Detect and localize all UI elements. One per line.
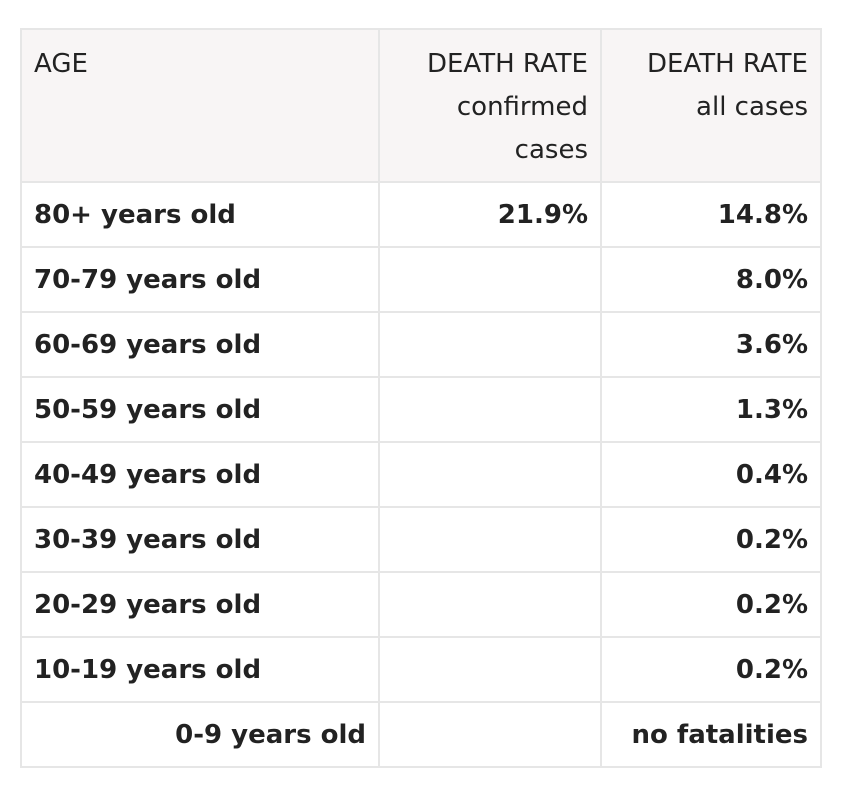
table-row: 50-59 years old 1.3% <box>20 376 822 443</box>
confirmed-rate-cell <box>378 701 602 768</box>
confirmed-rate-cell <box>378 636 602 703</box>
header-all-line: all cases <box>696 92 808 122</box>
age-cell: 50-59 years old <box>20 376 380 443</box>
table-body: 80+ years old 21.9% 14.8% 70-79 years ol… <box>20 181 822 768</box>
age-cell: 70-79 years old <box>20 246 380 313</box>
table-row: 30-39 years old 0.2% <box>20 506 822 573</box>
confirmed-rate-cell <box>378 506 602 573</box>
age-cell: 80+ years old <box>20 181 380 248</box>
table-row: 70-79 years old 8.0% <box>20 246 822 313</box>
all-rate-cell: 0.2% <box>600 636 822 703</box>
confirmed-rate-cell <box>378 311 602 378</box>
confirmed-rate-cell <box>378 441 602 508</box>
header-all-line: DEATH RATE <box>646 49 808 79</box>
header-confirmed-line: confirmed <box>456 92 588 122</box>
all-rate-cell: 8.0% <box>600 246 822 313</box>
header-row: AGE DEATH RATE confirmed cases DEATH RAT… <box>20 28 822 183</box>
header-age: AGE <box>20 28 380 183</box>
confirmed-rate-cell: 21.9% <box>378 181 602 248</box>
all-rate-cell: 14.8% <box>600 181 822 248</box>
all-rate-cell: 0.2% <box>600 506 822 573</box>
table-header: AGE DEATH RATE confirmed cases DEATH RAT… <box>20 28 822 183</box>
header-death-rate-all: DEATH RATE all cases <box>600 28 822 183</box>
age-cell: 30-39 years old <box>20 506 380 573</box>
table-row: 60-69 years old 3.6% <box>20 311 822 378</box>
death-rate-table: AGE DEATH RATE confirmed cases DEATH RAT… <box>20 28 822 768</box>
table-row: 40-49 years old 0.4% <box>20 441 822 508</box>
table-row: 80+ years old 21.9% 14.8% <box>20 181 822 248</box>
all-rate-cell: 3.6% <box>600 311 822 378</box>
table-row: 20-29 years old 0.2% <box>20 571 822 638</box>
age-cell: 40-49 years old <box>20 441 380 508</box>
all-rate-cell: 0.2% <box>600 571 822 638</box>
all-rate-cell: 1.3% <box>600 376 822 443</box>
confirmed-rate-cell <box>378 246 602 313</box>
age-cell: 20-29 years old <box>20 571 380 638</box>
header-age-label: AGE <box>34 49 88 79</box>
all-rate-cell: no fatalities <box>600 701 822 768</box>
table-row: 0-9 years old no fatalities <box>20 701 822 768</box>
header-confirmed-line: cases <box>514 135 588 165</box>
table-row: 10-19 years old 0.2% <box>20 636 822 703</box>
confirmed-rate-cell <box>378 376 602 443</box>
age-cell: 10-19 years old <box>20 636 380 703</box>
header-confirmed-line: DEATH RATE <box>426 49 588 79</box>
age-cell: 0-9 years old <box>20 701 380 768</box>
header-death-rate-confirmed: DEATH RATE confirmed cases <box>378 28 602 183</box>
age-cell: 60-69 years old <box>20 311 380 378</box>
all-rate-cell: 0.4% <box>600 441 822 508</box>
confirmed-rate-cell <box>378 571 602 638</box>
